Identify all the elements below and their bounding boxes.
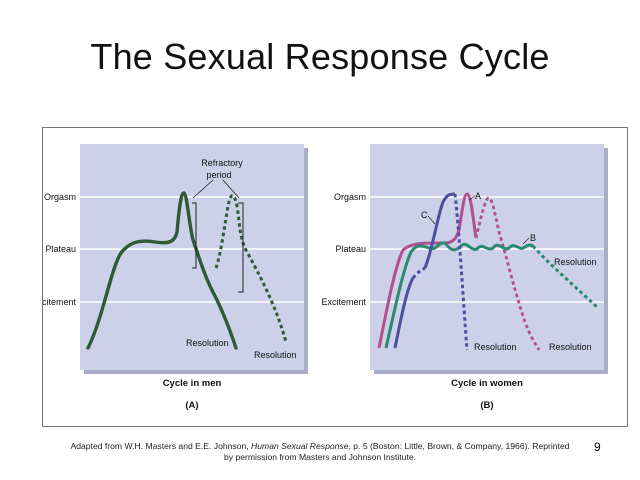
women-resolution-label-b: Resolution [554,257,597,267]
curve-label-b: B [530,233,536,243]
women-resolution-label-c: Resolution [474,342,517,352]
men-label-orgasm: Orgasm [44,192,76,202]
slide-title: The Sexual Response Cycle [90,36,550,77]
citation-publisher: , p. 5 (Boston: Little, Brown, & Company… [348,441,570,451]
refractory-pointer-2 [222,179,240,199]
citation-line-2: by permission from Masters and Johnson I… [223,452,416,462]
men-resolution-label-1: Resolution [186,338,229,348]
women-x-title: Cycle in women [451,378,523,389]
woman-curve-a-multiple [474,196,541,351]
refractory-bracket-2 [238,202,244,293]
curve-label-a-pointer [468,195,476,201]
woman-curve-c-start [393,277,415,349]
men-resolution-label-2: Resolution [254,350,297,360]
refractory-label-2: period [206,170,231,180]
men-repeat-orgasm-curve [214,194,288,343]
men-panel-letter: (A) [185,400,198,411]
panel-women: Orgasm Plateau Excitement A B C Resoluti… [321,144,608,411]
woman-curve-b [384,241,534,349]
men-label-plateau: Plateau [45,244,76,254]
women-resolution-label-a: Resolution [549,342,592,352]
refractory-label: Refractory [201,158,243,168]
woman-curve-c-resolution [453,193,469,351]
woman-curve-c [423,192,456,269]
slide-number: 9 [594,440,601,454]
citation-book-title: Human Sexual Response [251,441,349,451]
citation: Adapted from W.H. Masters and E.E. Johns… [60,441,580,463]
response-cycle-figure: Orgasm Plateau Excitement Refractory per… [43,144,608,411]
curve-label-a: A [475,191,481,201]
refractory-bracket-1 [192,202,197,269]
curve-label-c-pointer [427,215,436,225]
panel-women-shadow [604,148,608,374]
curve-label-c: C [421,210,428,220]
panel-men-shadow [304,148,308,374]
citation-authors: Adapted from W.H. Masters and E.E. Johns… [70,441,252,451]
refractory-pointer-1 [192,179,214,199]
panel-men-shadow-bottom [84,370,308,374]
men-label-excitement: Excitement [43,297,76,307]
curve-label-b-pointer [522,237,530,245]
panel-men-plot-area [80,144,304,370]
women-label-excitement: Excitement [321,297,366,307]
men-x-title: Cycle in men [163,378,222,389]
women-label-orgasm: Orgasm [334,192,366,202]
woman-curve-b-resolution [531,245,600,310]
panel-men: Orgasm Plateau Excitement Refractory per… [43,144,308,411]
figure-frame: Orgasm Plateau Excitement Refractory per… [42,127,628,427]
women-label-plateau: Plateau [335,244,366,254]
panel-women-shadow-bottom [374,370,608,374]
citation-line-1: Adapted from W.H. Masters and E.E. Johns… [60,441,580,452]
woman-curve-c-gap [411,266,426,279]
women-panel-letter: (B) [480,400,493,411]
men-response-curve [86,191,238,350]
